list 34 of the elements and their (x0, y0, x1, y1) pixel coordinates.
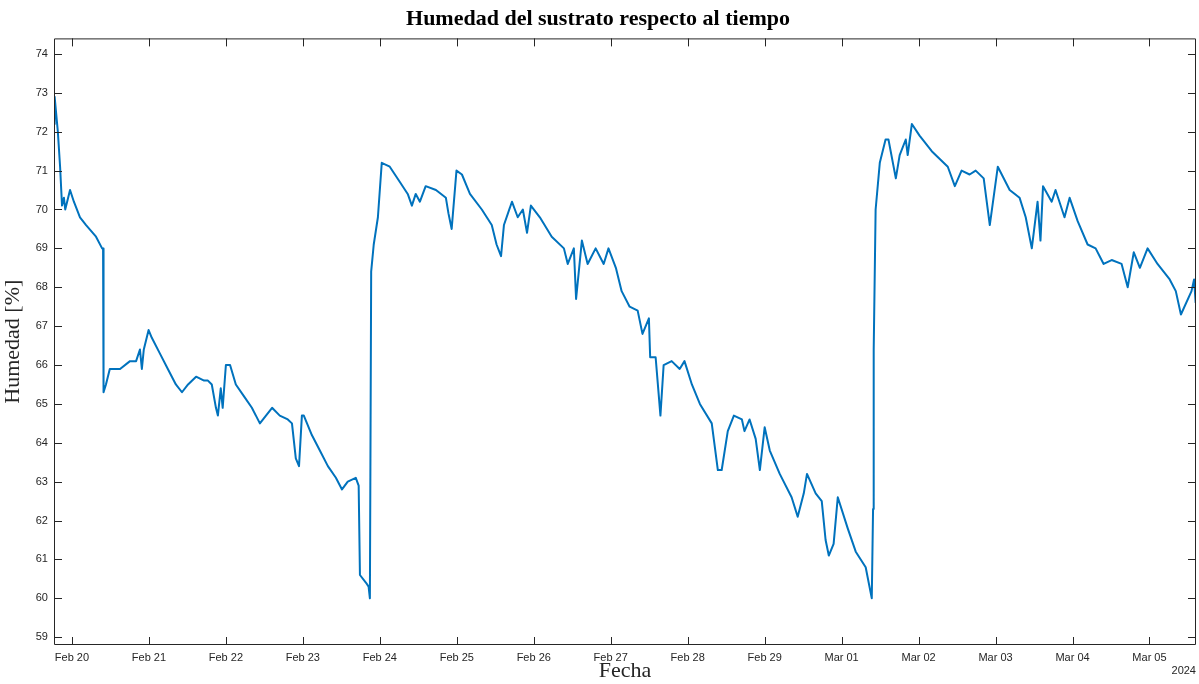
y-tick-label: 62 (35, 513, 48, 526)
x-tick-label: Mar 02 (901, 650, 936, 663)
y-tick-label: 68 (35, 280, 48, 293)
x-tick-label: Feb 29 (747, 650, 782, 663)
x-tick-label: Feb 20 (54, 650, 90, 663)
y-tick-label: 67 (35, 319, 48, 332)
x-tick-label: Feb 26 (516, 650, 551, 663)
x-tick-label: Feb 22 (208, 650, 244, 663)
x-tick-label: Feb 24 (362, 650, 397, 663)
y-tick-label: 69 (35, 241, 48, 254)
x-tick-label: Mar 04 (1055, 650, 1090, 663)
y-tick-label: 63 (35, 474, 48, 487)
x-tick-label: Feb 25 (439, 650, 474, 663)
y-axis-title: Humedad [%] (0, 279, 24, 404)
x-tick-label: Feb 27 (593, 650, 628, 663)
x-tick-label: Mar 05 (1132, 650, 1167, 663)
y-tick-label: 74 (35, 46, 48, 59)
x-tick-label: Mar 03 (978, 650, 1013, 663)
x-tick-label: Feb 21 (131, 650, 167, 663)
x-tick-label: Mar 01 (824, 650, 859, 663)
text: 2024 (1171, 663, 1196, 676)
x-tick-label: Feb 28 (670, 650, 705, 663)
y-tick-label: 66 (35, 358, 48, 371)
y-tick-label: 60 (35, 591, 48, 604)
y-tick-label: 71 (35, 163, 48, 176)
y-tick-label: 73 (35, 85, 48, 98)
y-tick-label: 61 (35, 552, 48, 565)
x-tick-label: Feb 23 (285, 650, 320, 663)
chart-title: Humedad del sustrato respecto al tiempo (406, 4, 790, 30)
y-tick-label: 70 (35, 202, 48, 215)
y-tick-label: 72 (35, 124, 48, 137)
y-tick-label: 65 (35, 396, 48, 409)
y-tick-label: 64 (35, 435, 48, 448)
y-tick-label: 59 (35, 630, 48, 643)
